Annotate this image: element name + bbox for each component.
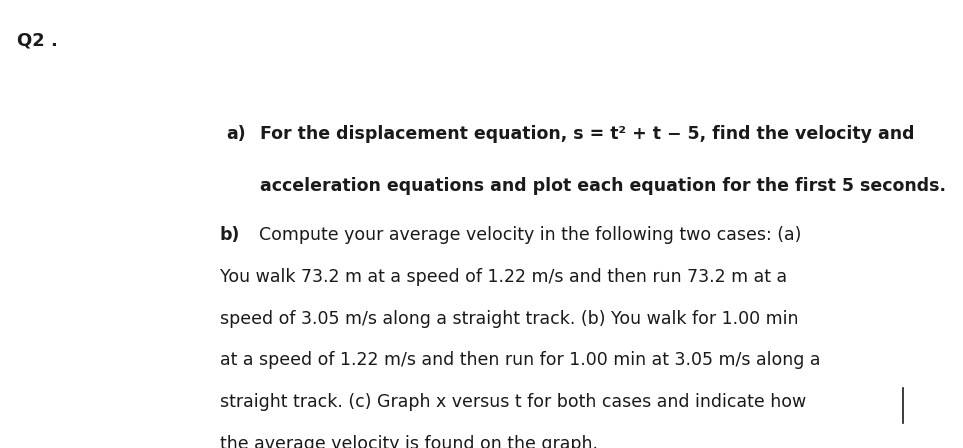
Text: You walk 73.2 m at a speed of 1.22 m/s and then run 73.2 m at a: You walk 73.2 m at a speed of 1.22 m/s a…	[220, 268, 787, 286]
Text: at a speed of 1.22 m/s and then run for 1.00 min at 3.05 m/s along a: at a speed of 1.22 m/s and then run for …	[220, 351, 820, 369]
Text: For the displacement equation, s = t² + t − 5, find the velocity and: For the displacement equation, s = t² + …	[260, 125, 915, 143]
Text: Compute your average velocity in the following two cases: (a): Compute your average velocity in the fol…	[259, 226, 801, 244]
Text: b): b)	[220, 226, 240, 244]
Text: speed of 3.05 m/s along a straight track. (b) You walk for 1.00 min: speed of 3.05 m/s along a straight track…	[220, 310, 798, 327]
Text: a): a)	[226, 125, 246, 143]
Text: the average velocity is found on the graph.: the average velocity is found on the gra…	[220, 435, 598, 448]
Text: Q2 .: Q2 .	[17, 31, 58, 49]
Text: acceleration equations and plot each equation for the first 5 seconds.: acceleration equations and plot each equ…	[260, 177, 946, 195]
Text: straight track. (c) Graph x versus t for both cases and indicate how: straight track. (c) Graph x versus t for…	[220, 393, 806, 411]
